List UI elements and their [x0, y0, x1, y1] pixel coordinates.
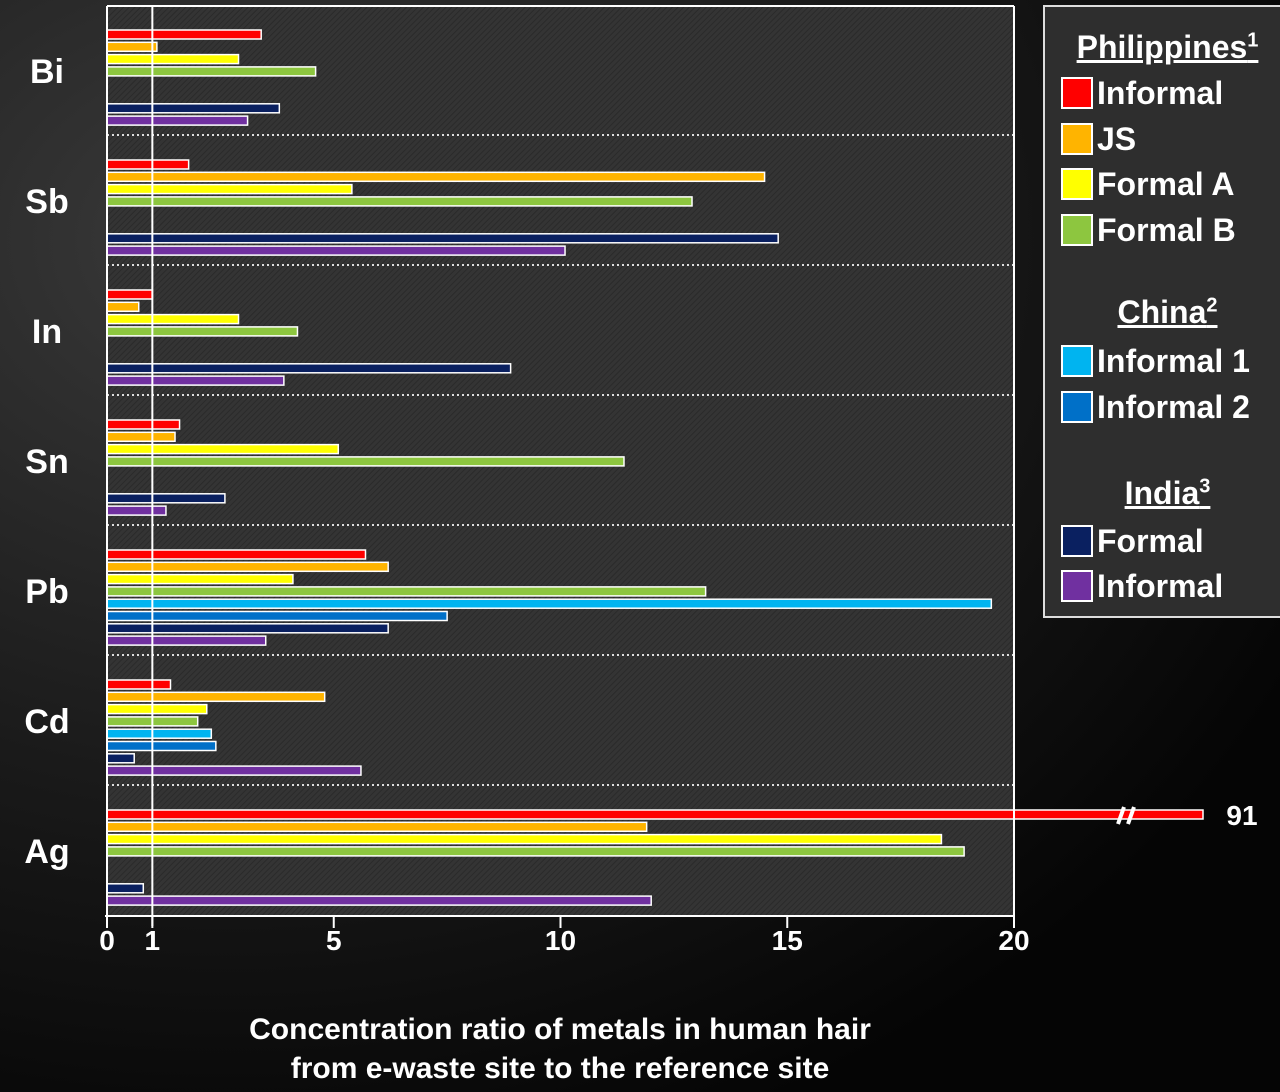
category-label: Bi: [30, 53, 64, 91]
bar: [106, 29, 262, 40]
bar: [106, 586, 707, 597]
legend-group-title: Philippines1: [1076, 29, 1259, 65]
bar: [106, 821, 648, 833]
legend-item: Informal: [1061, 75, 1223, 111]
axis-break-mark: [1126, 806, 1136, 825]
bar: [106, 679, 172, 690]
bar: [106, 66, 317, 77]
legend-swatch: [1061, 391, 1093, 423]
bar: [106, 765, 362, 776]
bar: [106, 561, 389, 573]
bar: [106, 115, 249, 126]
category-label: In: [32, 313, 62, 351]
category-label: Ag: [24, 833, 69, 871]
bar: [106, 691, 326, 703]
bar: [106, 363, 512, 374]
bar: [106, 159, 190, 170]
bar: [106, 375, 285, 386]
bar: [106, 895, 652, 906]
bar: [106, 301, 140, 313]
category-label: Sb: [25, 183, 68, 221]
bar: [106, 419, 181, 430]
legend: Philippines1 Informal JS Formal A Formal…: [1043, 5, 1280, 618]
legend-item: Informal 2: [1061, 389, 1250, 425]
bar: [106, 573, 294, 585]
bar: [106, 313, 240, 325]
legend-swatch: [1061, 345, 1093, 377]
bar: [106, 833, 943, 845]
bar: [106, 171, 766, 183]
legend-item: Formal A: [1061, 166, 1235, 202]
legend-item: Formal B: [1061, 212, 1236, 248]
bar: [106, 289, 154, 300]
bar: [106, 635, 267, 646]
x-axis-title-line-2: from e-waste site to the reference site: [290, 1052, 830, 1085]
legend-swatch: [1061, 525, 1093, 557]
legend-item: Informal: [1061, 568, 1223, 604]
bar: [106, 703, 208, 715]
bar: [106, 53, 240, 65]
legend-swatch: [1061, 168, 1093, 200]
bar: [106, 809, 1204, 820]
legend-item: Formal: [1061, 523, 1204, 559]
legend-group-title: India3: [1124, 475, 1211, 511]
legend-item: Informal 1: [1061, 343, 1250, 379]
legend-swatch: [1061, 214, 1093, 246]
bar: [106, 41, 158, 53]
category-label: Sn: [25, 443, 68, 481]
category-label: Pb: [25, 573, 68, 611]
bar: [106, 728, 213, 739]
legend-swatch: [1061, 570, 1093, 602]
bar: [106, 505, 167, 516]
x-tick-label: 5: [326, 925, 342, 956]
x-tick-label: 10: [545, 925, 576, 956]
bar: [106, 103, 281, 114]
bar: [106, 549, 367, 560]
bar: [106, 598, 993, 609]
bar: [106, 326, 299, 337]
x-axis-title-line-1: Concentration ratio of metals in human h…: [249, 1013, 871, 1046]
legend-swatch: [1061, 123, 1093, 155]
x-tick-label: 20: [998, 925, 1029, 956]
x-tick-label: 1: [145, 925, 161, 956]
bar: [106, 740, 217, 752]
bar: [106, 431, 176, 443]
bar: [106, 233, 779, 244]
bar: [106, 883, 145, 894]
bar: [106, 443, 340, 455]
bar: [106, 610, 448, 622]
bar: [106, 183, 353, 195]
category-label: Cd: [24, 703, 69, 741]
bar: [106, 753, 135, 764]
legend-group-title: China2: [1117, 294, 1218, 330]
bar: [106, 493, 226, 504]
break-value-label: 91: [1226, 800, 1257, 831]
bar: [106, 623, 389, 634]
axis-break-mark: [1116, 806, 1126, 825]
x-tick-label: 0: [99, 925, 115, 956]
bar: [106, 456, 625, 467]
bar: [106, 196, 693, 207]
x-tick-label: 15: [772, 925, 803, 956]
bar: [106, 846, 965, 857]
legend-swatch: [1061, 77, 1093, 109]
bar: [106, 245, 566, 256]
legend-item: JS: [1061, 121, 1136, 157]
